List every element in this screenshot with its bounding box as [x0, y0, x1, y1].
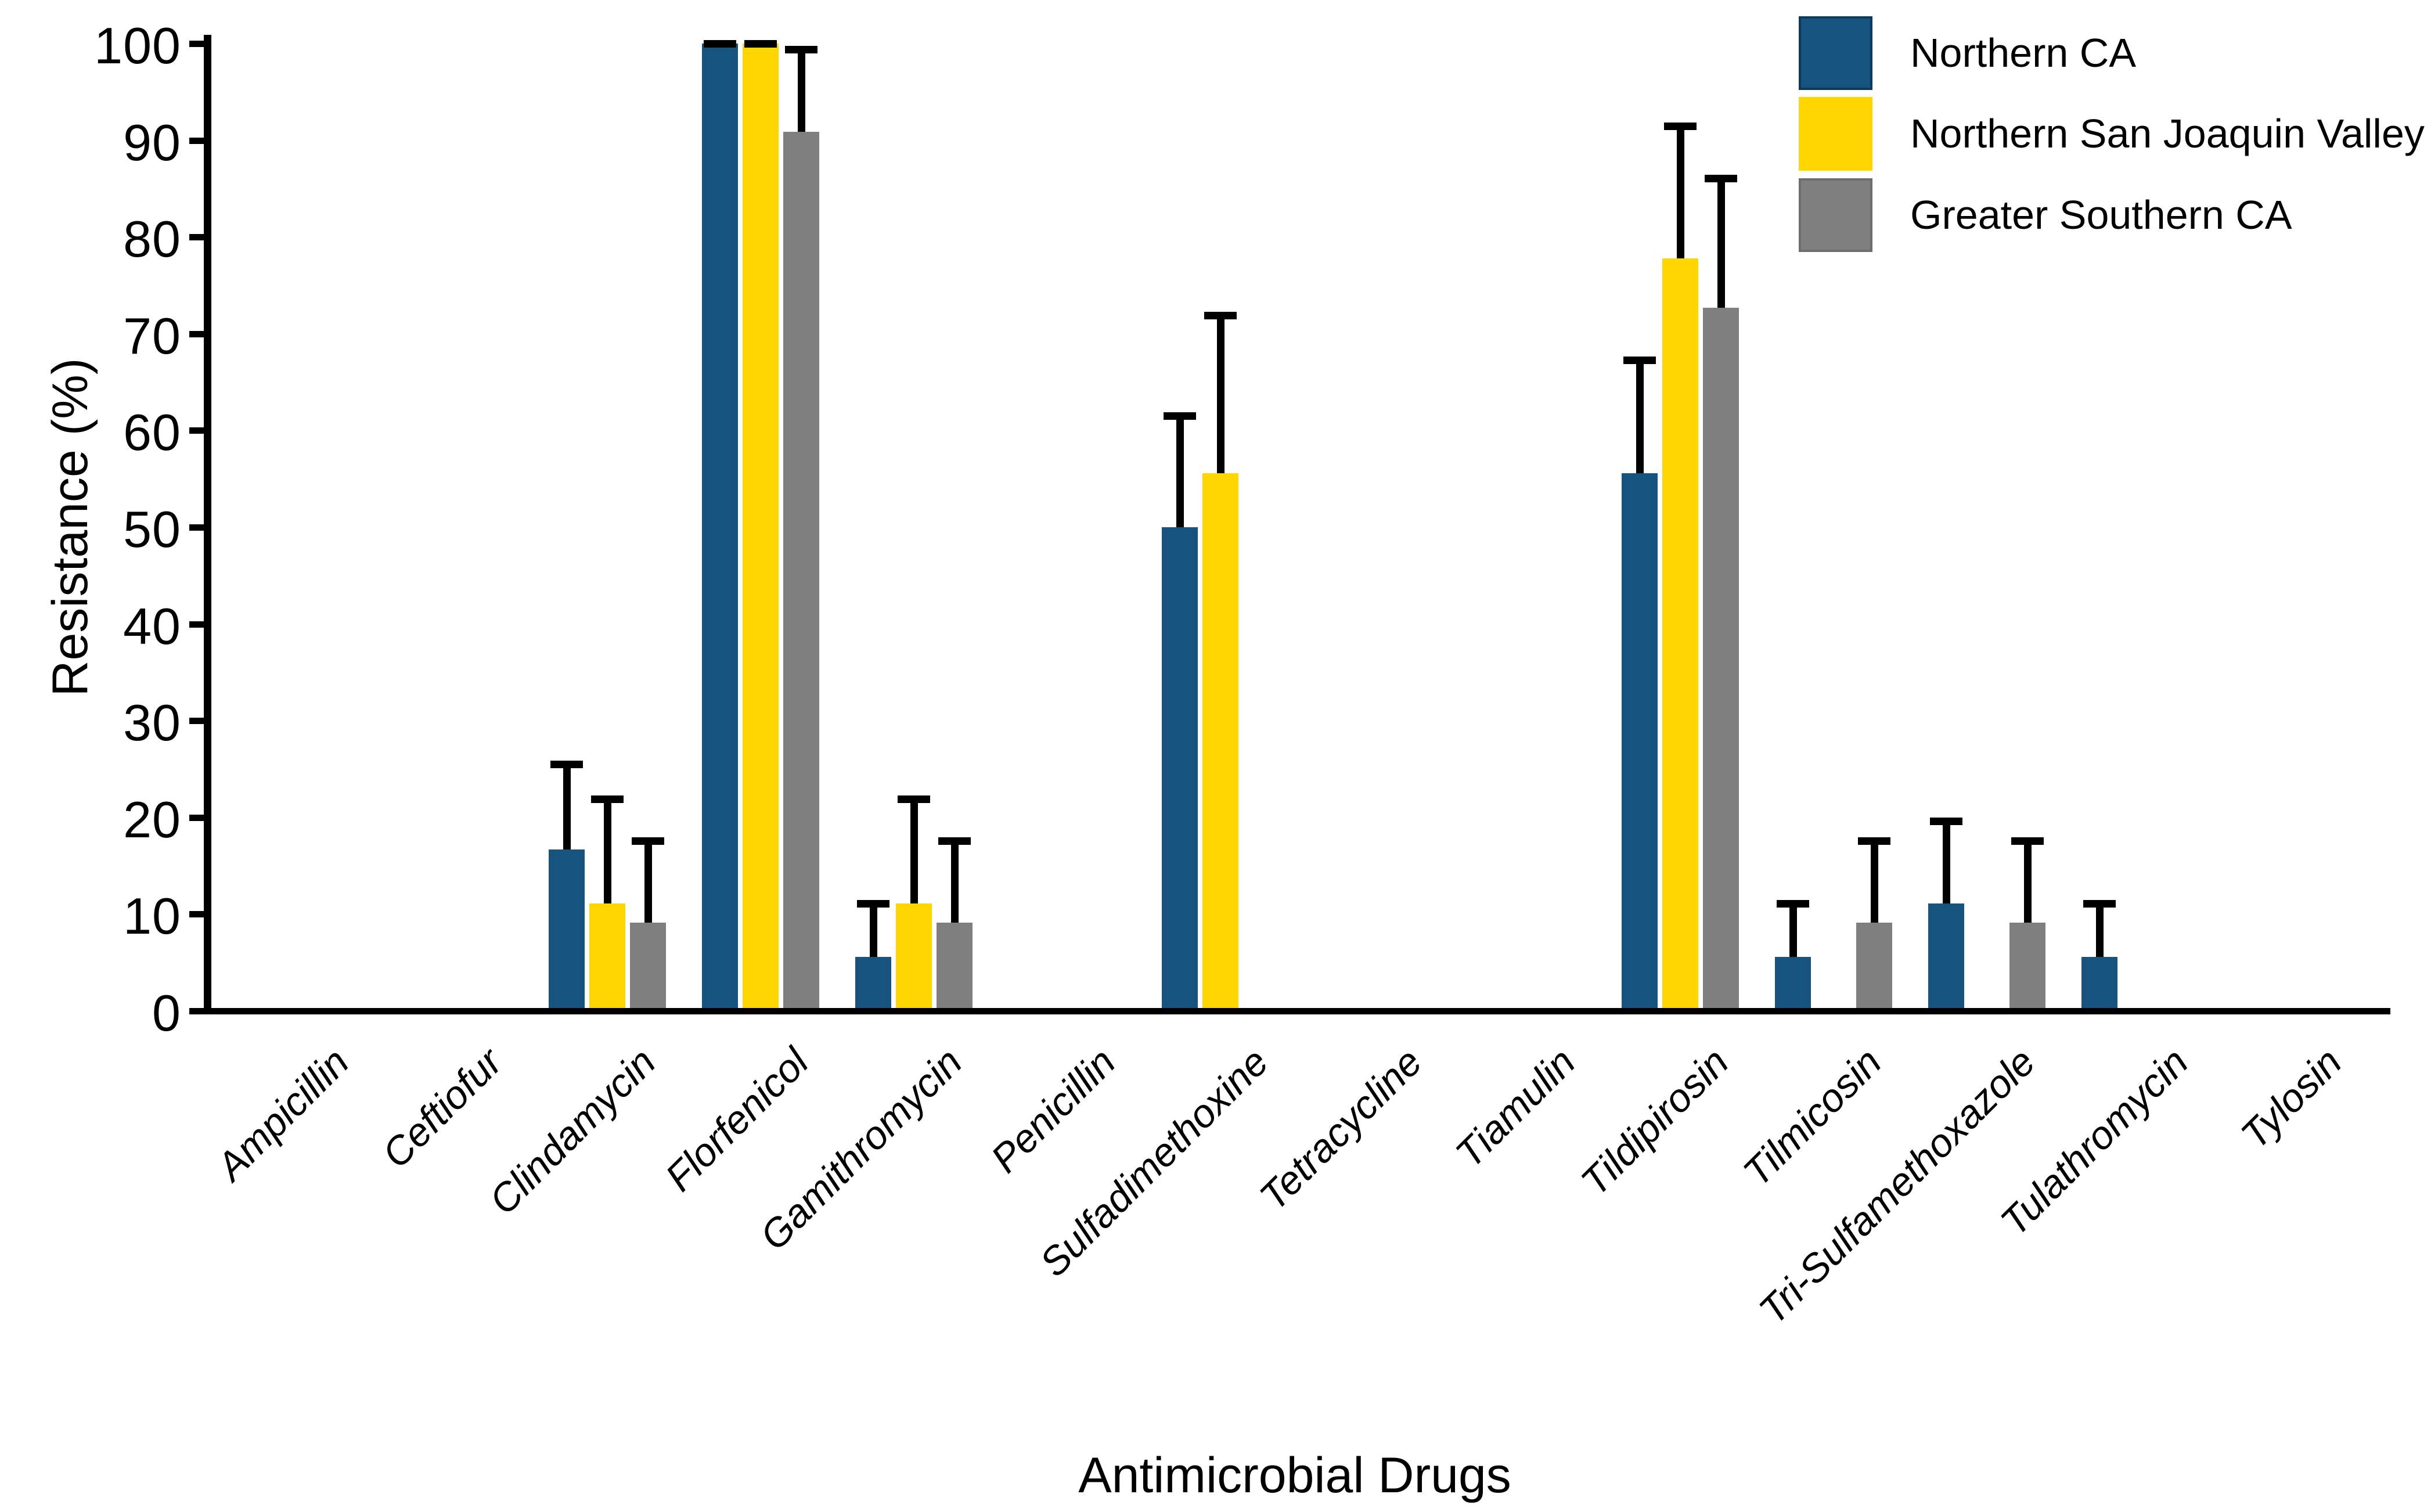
- x-category-label: Tiamulin: [1447, 1039, 1584, 1176]
- bar-tildipirosin-s0: [1622, 473, 1658, 1013]
- x-category-label: Tri-Sulfamethoxazole: [1750, 1039, 2044, 1333]
- y-tick-mark: [189, 718, 204, 724]
- error-bar-cap: [704, 40, 736, 48]
- bar-tri-sulfamethoxazole-s0: [1928, 903, 1964, 1013]
- error-bar-cap: [1930, 818, 1962, 825]
- x-category-label: Tildipirosin: [1572, 1039, 1737, 1204]
- bar-gamithromycin-s0: [855, 957, 891, 1013]
- y-tick-mark: [189, 911, 204, 917]
- error-bar-cap: [1705, 175, 1737, 182]
- y-tick-label: 90: [123, 114, 181, 171]
- bar-tulathromycin-s0: [2081, 957, 2117, 1013]
- y-tick-mark: [189, 234, 204, 240]
- x-axis-title: Antimicrobial Drugs: [1078, 1448, 1511, 1503]
- y-tick-label: 20: [123, 791, 181, 848]
- bar-clindamycin-s0: [549, 849, 585, 1013]
- bar-tildipirosin-s1: [1662, 258, 1698, 1013]
- x-category-label: Tetracycline: [1251, 1039, 1431, 1219]
- y-tick-mark: [189, 41, 204, 47]
- error-bar-line: [644, 844, 652, 923]
- x-category-label: Ceftiofur: [373, 1039, 511, 1177]
- bar-florfenicol-s2: [783, 132, 819, 1013]
- bar-tilmicosin-s0: [1775, 957, 1811, 1013]
- y-tick-label: 10: [123, 887, 181, 945]
- error-bar-line: [1943, 825, 1950, 903]
- error-bar-cap: [1164, 412, 1196, 420]
- legend-label: Northern San Joaquin Valley: [1910, 111, 2425, 156]
- error-bar-line: [798, 53, 805, 132]
- error-bar-line: [604, 802, 611, 903]
- error-bar-line: [1677, 129, 1684, 258]
- error-bar-line: [870, 907, 877, 957]
- error-bar-line: [910, 802, 918, 903]
- error-bar-line: [1217, 319, 1224, 473]
- x-axis-line: [200, 1008, 2390, 1014]
- error-bar-cap: [550, 761, 583, 768]
- error-bar-line: [1176, 419, 1184, 527]
- bar-sulfadimethoxine-s1: [1202, 473, 1238, 1013]
- bar-clindamycin-s2: [630, 923, 666, 1013]
- bar-gamithromycin-s2: [937, 923, 973, 1013]
- error-bar-cap: [1664, 123, 1697, 130]
- y-tick-mark: [189, 331, 204, 337]
- error-bar-cap: [591, 795, 624, 803]
- error-bar-line: [2024, 844, 2032, 923]
- bar-tri-sulfamethoxazole-s2: [2009, 923, 2045, 1013]
- bar-florfenicol-s1: [743, 44, 779, 1013]
- y-tick-label: 50: [123, 501, 181, 558]
- bar-sulfadimethoxine-s0: [1162, 527, 1198, 1013]
- x-category-label: Florfenicol: [657, 1039, 817, 1200]
- error-bar-line: [1717, 182, 1725, 308]
- y-tick-mark: [189, 427, 204, 434]
- error-bar-cap: [1858, 837, 1890, 845]
- error-bar-cap: [744, 40, 777, 48]
- y-tick-mark: [189, 1008, 204, 1014]
- y-tick-label: 80: [123, 210, 181, 268]
- bar-florfenicol-s0: [702, 44, 738, 1013]
- legend-label: Greater Southern CA: [1910, 192, 2292, 237]
- legend-swatch-northern-san-joaquin-valley: [1799, 97, 1872, 171]
- x-category-label: Tilmicosin: [1735, 1039, 1890, 1195]
- y-tick-label: 100: [94, 17, 181, 74]
- error-bar-line: [563, 768, 571, 849]
- error-bar-cap: [938, 837, 971, 845]
- error-bar-cap: [1204, 312, 1237, 319]
- y-tick-label: 40: [123, 597, 181, 655]
- error-bar-line: [1636, 363, 1644, 473]
- y-tick-label: 60: [123, 404, 181, 461]
- x-category-label: Clindamycin: [480, 1039, 664, 1223]
- y-tick-mark: [189, 815, 204, 821]
- y-tick-label: 70: [123, 307, 181, 365]
- error-bar-cap: [857, 900, 889, 908]
- y-tick-mark: [189, 524, 204, 531]
- error-bar-line: [1871, 844, 1878, 923]
- legend-swatch-greater-southern-ca: [1799, 178, 1872, 252]
- error-bar-cap: [2011, 837, 2044, 845]
- y-tick-mark: [189, 138, 204, 144]
- error-bar-line: [951, 844, 959, 923]
- y-tick-mark: [189, 621, 204, 628]
- y-axis-line: [204, 35, 211, 1014]
- error-bar-cap: [898, 795, 930, 803]
- error-bar-line: [2096, 907, 2104, 957]
- error-bar-cap: [1777, 900, 1809, 908]
- bar-gamithromycin-s1: [896, 903, 932, 1013]
- legend-label: Northern CA: [1910, 30, 2137, 75]
- x-category-label: Ampicillin: [208, 1039, 358, 1189]
- error-bar-cap: [2083, 900, 2116, 908]
- bar-clindamycin-s1: [589, 903, 625, 1013]
- x-category-label: Penicillin: [982, 1039, 1124, 1182]
- error-bar-cap: [632, 837, 664, 845]
- error-bar-cap: [785, 46, 817, 53]
- error-bar-line: [1789, 907, 1797, 957]
- error-bar-cap: [1623, 357, 1656, 364]
- bar-tilmicosin-s2: [1856, 923, 1892, 1013]
- x-category-label: Tylosin: [2232, 1039, 2350, 1158]
- bar-tildipirosin-s2: [1703, 308, 1739, 1013]
- y-tick-label: 0: [152, 984, 181, 1042]
- y-tick-label: 30: [123, 694, 181, 751]
- legend-swatch-northern-ca: [1799, 16, 1872, 90]
